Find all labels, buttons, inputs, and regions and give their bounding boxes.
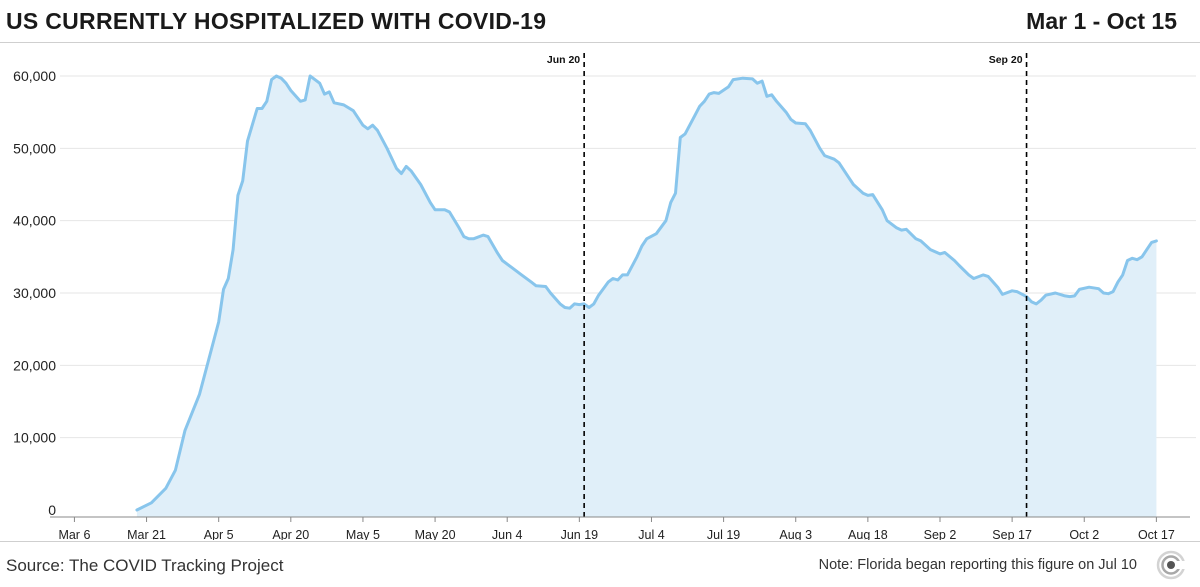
note-text: Note: Florida began reporting this figur… — [818, 557, 1137, 573]
x-tick-label: Jun 4 — [492, 528, 523, 540]
x-tick-label: Apr 5 — [204, 528, 234, 540]
x-tick-label: Sep 17 — [992, 528, 1032, 540]
y-tick-label: 40,000 — [13, 213, 56, 229]
x-tick-label: Mar 21 — [127, 528, 166, 540]
x-tick-label: Apr 20 — [272, 528, 309, 540]
area-layer — [135, 74, 1158, 517]
area-fill — [136, 76, 1157, 517]
chart-header: US CURRENTLY HOSPITALIZED WITH COVID-19 … — [0, 0, 1200, 43]
x-tick-label: Aug 3 — [779, 528, 812, 540]
y-tick-label: 50,000 — [13, 140, 56, 156]
x-tick-label: Jul 19 — [707, 528, 740, 540]
x-tick-label: Oct 17 — [1138, 528, 1175, 540]
date-range: Mar 1 - Oct 15 — [1026, 8, 1177, 34]
x-tick-label: Sep 2 — [924, 528, 957, 540]
y-tick-label: 20,000 — [13, 357, 56, 373]
annotation-layer: Jun 20 Sep 20 — [547, 53, 1028, 517]
y-tick-label: 10,000 — [13, 430, 56, 446]
source-text: Source: The COVID Tracking Project — [6, 556, 284, 575]
covid-tracking-project-logo-icon — [1156, 550, 1186, 580]
series-line — [135, 74, 1158, 512]
annotation-label: Sep 20 — [989, 54, 1023, 66]
x-tick-label: May 5 — [346, 528, 380, 540]
x-tick-label: Aug 18 — [848, 528, 888, 540]
annotation-label: Jun 20 — [547, 54, 580, 66]
x-tick-label: Oct 2 — [1069, 528, 1099, 540]
chart-title: US CURRENTLY HOSPITALIZED WITH COVID-19 — [6, 8, 547, 34]
x-tick-label: May 20 — [415, 528, 456, 540]
y-tick-label: 30,000 — [13, 285, 56, 301]
axes: 0 10,000 20,000 30,000 40,000 50,000 60,000 Mar… — [13, 68, 1190, 540]
chart-footer: Source: The COVID Tracking Project Note:… — [0, 541, 1200, 587]
y-tick-label: 60,000 — [13, 68, 56, 84]
x-tick-label: Jul 4 — [638, 528, 664, 540]
y-tick-label: 0 — [48, 502, 56, 518]
hospitalization-chart: Jun 20 Sep 20 0 10,000 20,000 30,000 40,000 50… — [13, 53, 1196, 540]
x-tick-label: Jun 19 — [561, 528, 599, 540]
x-tick-label: Mar 6 — [58, 528, 90, 540]
